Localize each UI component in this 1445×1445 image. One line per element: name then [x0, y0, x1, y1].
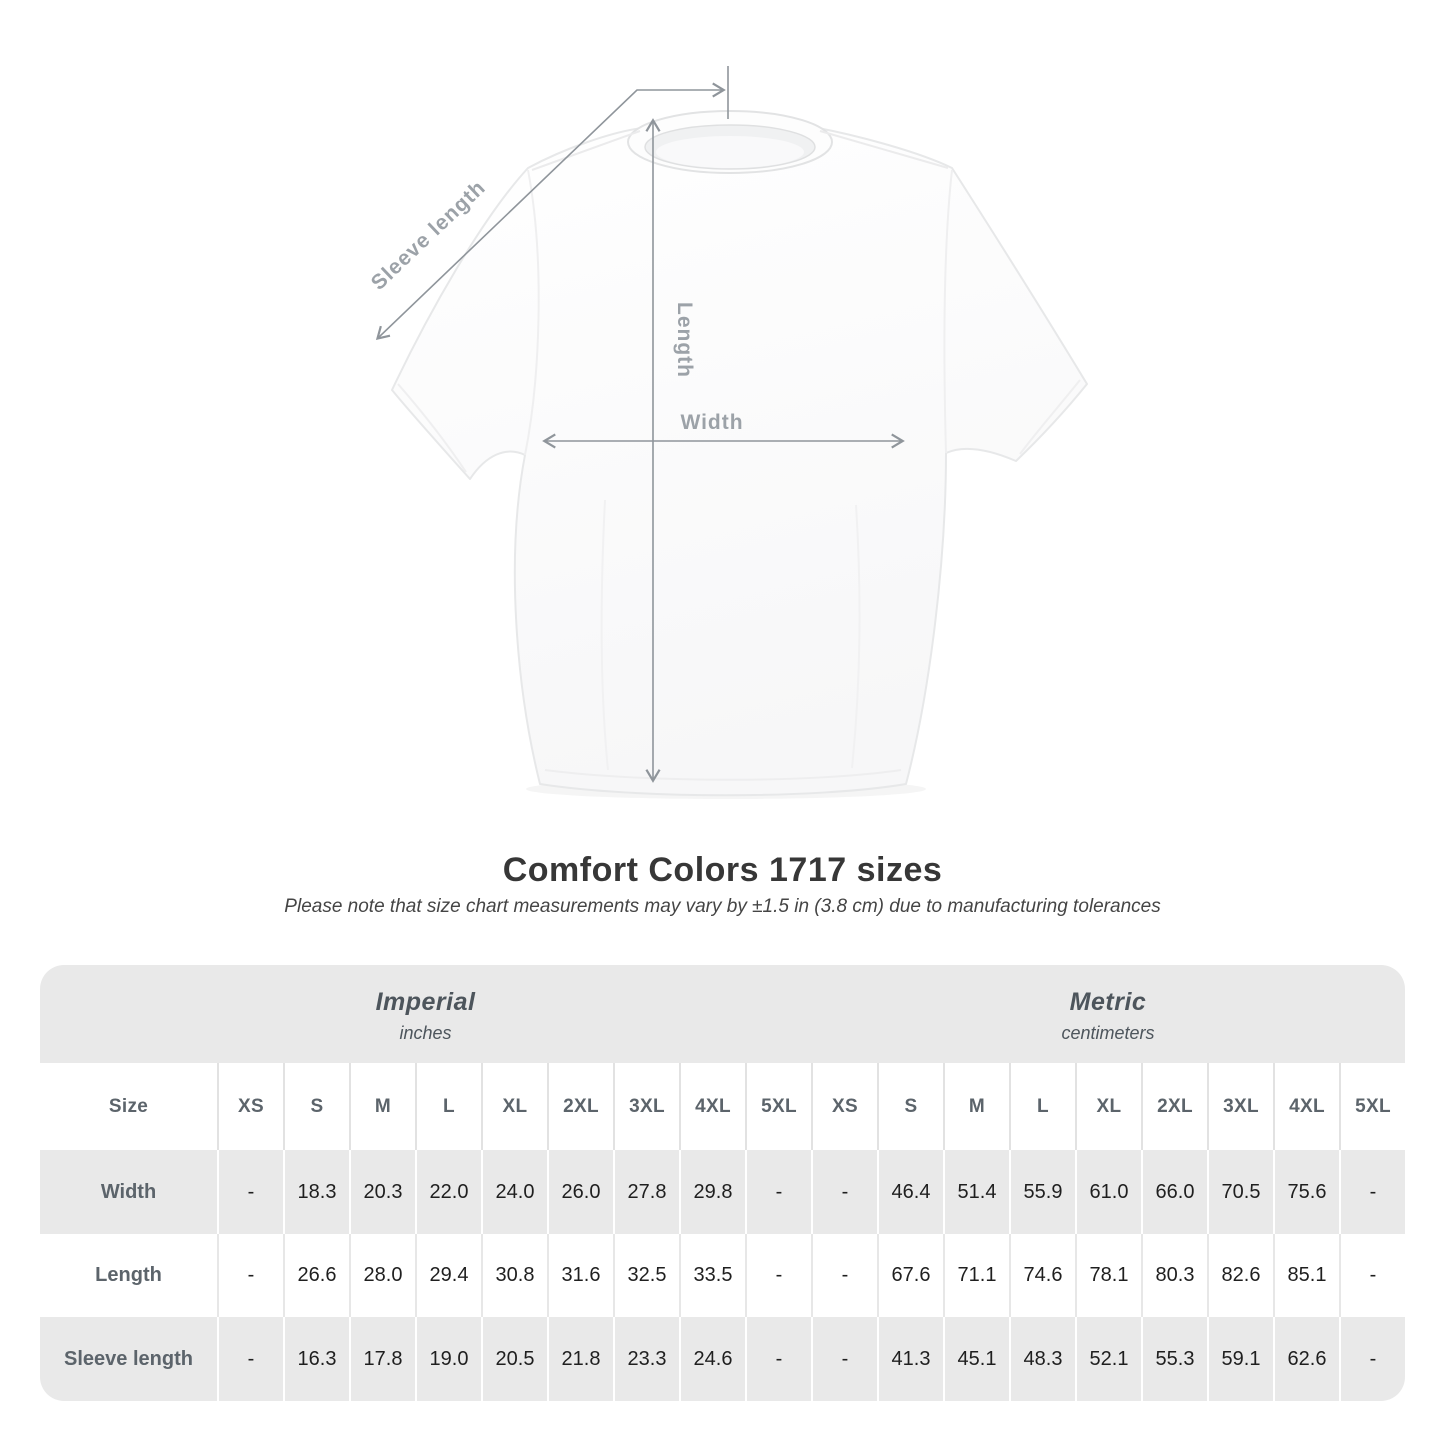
size-value-cell: 48.3 [1009, 1317, 1075, 1401]
row-label: Sleeve length [64, 1347, 193, 1370]
size-value-cell: - [745, 1150, 811, 1234]
length-label: Length [673, 302, 696, 378]
size-value-cell: - [811, 1234, 877, 1317]
size-value-cell: 22.0 [415, 1150, 481, 1234]
size-value-cell: - [217, 1150, 283, 1234]
size-value-cell: 20.3 [349, 1150, 415, 1234]
table-row: Width -18.3 20.3 22.0 24.0 26.0 27.8 29.8- -46.4… [40, 1150, 1405, 1234]
size-value-cell: 16.3 [283, 1317, 349, 1401]
size-value-cell: - [811, 1317, 877, 1401]
size-value-cell: 20.5 [481, 1317, 547, 1401]
table-row: Sleeve length -16.3 17.8 19.0 20.5 21.8 23.3 24… [40, 1317, 1405, 1401]
row-label: Width [100, 1180, 157, 1203]
size-value-cell: 85.1 [1273, 1234, 1339, 1317]
size-header-cell: S [283, 1063, 349, 1150]
size-header-cell: 5XL [1339, 1063, 1405, 1150]
size-header-cell: L [415, 1063, 481, 1150]
imperial-sublabel: inches [399, 1023, 452, 1043]
size-value-cell: 52.1 [1075, 1317, 1141, 1401]
size-value-cell: 29.8 [679, 1150, 745, 1234]
imperial-unit-group: Imperial inches [40, 965, 811, 1063]
size-value-cell: 23.3 [613, 1317, 679, 1401]
size-value-cell: - [811, 1150, 877, 1234]
size-value-cell: 80.3 [1141, 1234, 1207, 1317]
imperial-label: Imperial [375, 988, 476, 1016]
size-value-cell: 24.0 [481, 1150, 547, 1234]
size-header-cell: L [1009, 1063, 1075, 1150]
size-value-cell: 31.6 [547, 1234, 613, 1317]
tolerance-note: Please note that size chart measurements… [284, 896, 1161, 917]
size-value-cell: 59.1 [1207, 1317, 1273, 1401]
size-header-cell: S [877, 1063, 943, 1150]
size-header-cell: 5XL [745, 1063, 811, 1150]
metric-label: Metric [1069, 988, 1147, 1016]
page-title: Comfort Colors 1717 sizes [502, 851, 943, 889]
size-value-cell: 18.3 [283, 1150, 349, 1234]
size-value-cell: - [745, 1234, 811, 1317]
size-value-cell: 71.1 [943, 1234, 1009, 1317]
size-value-cell: 45.1 [943, 1317, 1009, 1401]
size-header-cell: XS [811, 1063, 877, 1150]
size-value-cell: 33.5 [679, 1234, 745, 1317]
size-value-cell: - [1339, 1317, 1405, 1401]
size-value-cell: 75.6 [1273, 1150, 1339, 1234]
size-value-cell: 55.3 [1141, 1317, 1207, 1401]
size-value-cell: 30.8 [481, 1234, 547, 1317]
size-value-cell: 82.6 [1207, 1234, 1273, 1317]
size-header-cell: 2XL [547, 1063, 613, 1150]
sleeve-length-arrow [375, 82, 726, 340]
size-value-cell: - [1339, 1234, 1405, 1317]
tshirt-measurement-diagram: Sleeve length Length Width [367, 66, 1088, 799]
size-value-cell: 66.0 [1141, 1150, 1207, 1234]
size-header-cell: M [943, 1063, 1009, 1150]
size-value-cell: 21.8 [547, 1317, 613, 1401]
size-value-cell: - [745, 1317, 811, 1401]
size-value-cell: 32.5 [613, 1234, 679, 1317]
size-value-cell: 24.6 [679, 1317, 745, 1401]
metric-unit-group: Metric centimeters [811, 965, 1405, 1063]
size-value-cell: 70.5 [1207, 1150, 1273, 1234]
size-value-cell: 78.1 [1075, 1234, 1141, 1317]
size-value-cell: - [217, 1317, 283, 1401]
size-header-cell: M [349, 1063, 415, 1150]
size-header-cell: 4XL [1273, 1063, 1339, 1150]
size-value-cell: 41.3 [877, 1317, 943, 1401]
table-row: Length -26.6 28.0 29.4 30.8 31.6 32.5 33.5- -67.… [40, 1234, 1405, 1317]
size-table: Imperial inches Metric centimeters Size X… [40, 965, 1405, 1401]
size-header-cell: XL [481, 1063, 547, 1150]
unit-band: Imperial inches Metric centimeters [40, 965, 1405, 1063]
size-value-cell: 74.6 [1009, 1234, 1075, 1317]
size-header-cell: XL [1075, 1063, 1141, 1150]
size-value-cell: 61.0 [1075, 1150, 1141, 1234]
size-value-cell: 28.0 [349, 1234, 415, 1317]
size-value-cell: - [1339, 1150, 1405, 1234]
size-value-cell: 19.0 [415, 1317, 481, 1401]
tshirt-illustration [391, 110, 1088, 797]
size-value-cell: 46.4 [877, 1150, 943, 1234]
size-value-cell: 51.4 [943, 1150, 1009, 1234]
size-header-cell: 3XL [613, 1063, 679, 1150]
size-grid: Size XS S M L XL 2XL 3XL 4XL 5XL XS S M L XL 2XL 3XL 4XL 5… [40, 1063, 1405, 1401]
size-header-cell: 3XL [1207, 1063, 1273, 1150]
size-value-cell: 62.6 [1273, 1317, 1339, 1401]
size-value-cell: 26.0 [547, 1150, 613, 1234]
size-column-header: Size [108, 1095, 149, 1117]
size-value-cell: 17.8 [349, 1317, 415, 1401]
size-value-cell: - [217, 1234, 283, 1317]
size-header-cell: 2XL [1141, 1063, 1207, 1150]
size-header-row: Size XS S M L XL 2XL 3XL 4XL 5XL XS S M L XL 2XL 3XL 4XL 5… [40, 1063, 1405, 1150]
size-value-cell: 27.8 [613, 1150, 679, 1234]
row-label: Length [95, 1264, 162, 1286]
size-value-cell: 29.4 [415, 1234, 481, 1317]
size-value-cell: 55.9 [1009, 1150, 1075, 1234]
width-label: Width [680, 411, 743, 434]
metric-sublabel: centimeters [1061, 1023, 1155, 1043]
size-header-cell: XS [217, 1063, 283, 1150]
size-value-cell: 26.6 [283, 1234, 349, 1317]
size-value-cell: 67.6 [877, 1234, 943, 1317]
size-header-cell: 4XL [679, 1063, 745, 1150]
